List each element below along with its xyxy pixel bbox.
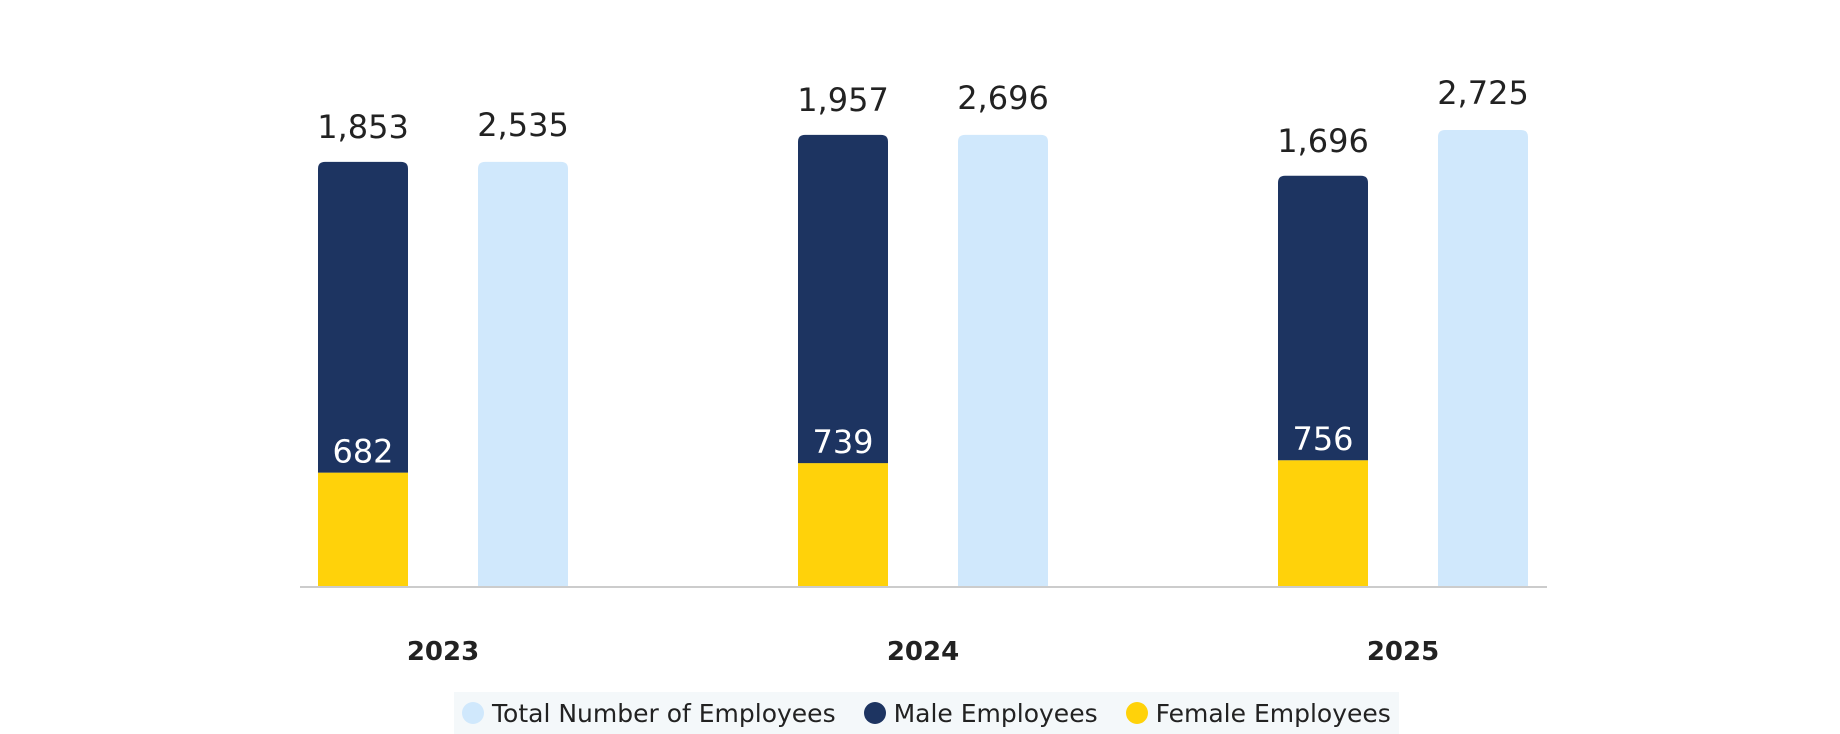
data-label-female-2024: 739 <box>812 423 873 461</box>
data-label-male-2025: 1,696 <box>1277 122 1369 160</box>
legend-dot-female <box>1125 702 1148 724</box>
legend: Total Number of Employees Male Employees… <box>454 692 1399 734</box>
labels-group: 1,853 682 2,535 1,957 739 2,696 1,696 756 2,725 <box>317 74 1529 471</box>
legend-label-female: Female Employees <box>1155 698 1391 728</box>
bar-female-2023 <box>318 472 408 587</box>
bar-male-2023 <box>318 161 408 473</box>
x-axis-ticks: 2023 2024 2025 <box>407 637 1439 667</box>
legend-item-female: Female Employees <box>1125 698 1391 728</box>
data-label-male-2024: 1,957 <box>797 81 889 119</box>
employee-chart: 1,8536822,5351,9577392,6961,6967562,725 … <box>300 74 1547 667</box>
bar-female-2024 <box>798 463 888 587</box>
x-tick-label-2025: 2025 <box>1367 637 1439 667</box>
legend-item-total: Total Number of Employees <box>462 699 836 728</box>
data-label-female-2023: 682 <box>332 433 393 471</box>
data-label-total-2025: 2,725 <box>1437 74 1529 112</box>
x-tick-label-2024: 2024 <box>887 637 959 667</box>
legend-dot-male <box>863 702 886 724</box>
legend-label-male: Male Employees <box>893 698 1098 728</box>
data-label-male-2023: 1,853 <box>317 108 409 146</box>
bar-total-2024 <box>958 134 1048 588</box>
legend-dot-total <box>462 702 484 724</box>
data-label-female-2025: 756 <box>1292 420 1353 458</box>
bars-group <box>318 130 1528 588</box>
bar-female-2025 <box>1278 460 1368 587</box>
bar-total-2023 <box>478 161 568 587</box>
bar-total-2025 <box>1438 130 1528 587</box>
x-tick-label-2023: 2023 <box>407 637 479 667</box>
legend-item-male: Male Employees <box>863 698 1098 728</box>
bar-male-2025 <box>1278 175 1368 461</box>
bar-male-2024 <box>798 134 888 464</box>
data-label-total-2023: 2,535 <box>477 106 569 144</box>
data-label-total-2024: 2,696 <box>957 79 1049 117</box>
legend-label-total: Total Number of Employees <box>492 698 836 728</box>
